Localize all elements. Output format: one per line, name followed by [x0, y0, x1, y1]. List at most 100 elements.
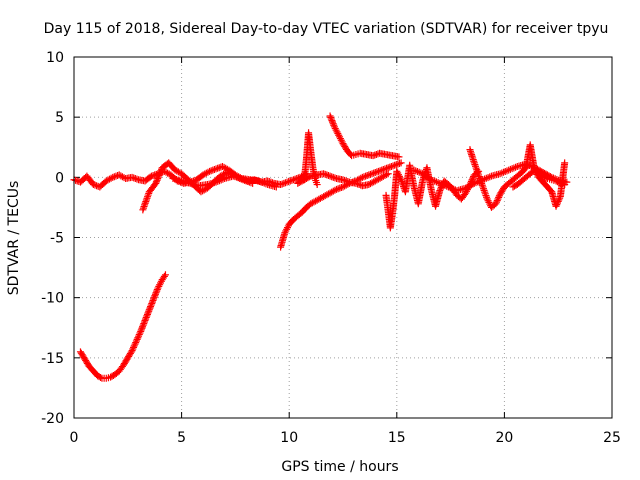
data-point-interp — [478, 180, 486, 188]
data-point — [141, 317, 149, 325]
data-point-interp — [321, 170, 329, 178]
data-point-interp — [484, 197, 492, 205]
data-point-interp — [134, 334, 142, 342]
data-point-interp — [153, 176, 161, 184]
y-tick-label: 0 — [55, 170, 64, 186]
data-point-interp — [468, 176, 476, 184]
data-point — [339, 176, 347, 184]
data-point-interp — [432, 178, 440, 186]
data-point-interp — [485, 198, 493, 206]
data-point — [384, 170, 392, 178]
y-tick-label: -15 — [41, 351, 64, 367]
data-point-interp — [107, 174, 115, 182]
data-point-interp — [379, 166, 387, 174]
data-point-interp — [215, 177, 223, 185]
data-point — [152, 179, 160, 187]
data-point-interp — [336, 133, 344, 141]
data-point-interp — [482, 174, 490, 182]
data-point-interp — [324, 172, 332, 180]
data-point-interp — [283, 224, 291, 232]
data-point-interp — [152, 178, 160, 186]
data-point-interp — [149, 172, 157, 180]
data-point-interp — [151, 171, 159, 179]
data-point-interp — [483, 193, 491, 201]
x-tick-label: 25 — [603, 430, 621, 446]
data-point-interp — [553, 199, 561, 207]
data-point-interp — [484, 174, 492, 182]
data-point-interp — [476, 176, 484, 184]
data-point-interp — [160, 272, 168, 280]
data-point-interp — [152, 289, 160, 297]
data-point — [320, 170, 328, 178]
data-point-interp — [260, 179, 268, 187]
data-point-interp — [512, 163, 520, 171]
y-tick-labels: -20 -15 -10 -5 0 5 10 — [41, 50, 64, 427]
data-point — [552, 202, 560, 210]
data-point-interp — [555, 179, 563, 187]
data-point-interp — [471, 161, 479, 169]
data-point-interp — [331, 174, 339, 182]
data-point-interp — [472, 179, 480, 187]
data-point — [161, 271, 169, 279]
data-point-interp — [214, 164, 222, 172]
y-axis-label: SDTVAR / TECUs — [6, 181, 22, 296]
data-point-interp — [285, 178, 293, 186]
data-point — [290, 176, 298, 184]
data-point-interp — [510, 164, 518, 172]
y-tick-label: -5 — [50, 231, 64, 247]
data-point-interp — [495, 193, 503, 201]
data-point — [371, 169, 379, 177]
data-point-interp — [207, 167, 215, 175]
data-point-interp — [97, 373, 105, 381]
data-point-interp — [214, 177, 222, 185]
data-point-interp — [156, 170, 164, 178]
data-point-interp — [278, 180, 286, 188]
data-point-interp — [148, 298, 156, 306]
data-point-interp — [500, 168, 508, 176]
data-point-interp — [72, 176, 80, 184]
data-point — [505, 166, 513, 174]
data-point — [365, 171, 373, 179]
data-point — [330, 123, 338, 131]
y-tick-label: 10 — [46, 50, 64, 66]
data-point-interp — [219, 175, 227, 183]
data-point-interp — [395, 159, 403, 167]
data-point-interp — [140, 318, 148, 326]
x-axis-label: GPS time / hours — [281, 459, 398, 475]
data-point — [283, 178, 291, 186]
data-point-interp — [376, 167, 384, 175]
data-point-interp — [342, 177, 350, 185]
data-point-interp — [477, 178, 485, 186]
data-point — [206, 167, 214, 175]
data-point-interp — [469, 180, 477, 188]
plot-frame — [73, 56, 613, 419]
data-point-interp — [480, 186, 488, 194]
data-point-interp — [395, 171, 403, 179]
data-point-interp — [429, 176, 437, 184]
data-point — [326, 112, 334, 120]
data-point-interp — [381, 165, 389, 173]
series-sat-h — [326, 112, 403, 161]
data-point-interp — [395, 172, 403, 180]
data-point-interp — [437, 185, 445, 193]
data-point-interp — [283, 225, 291, 233]
data-point-interp — [337, 184, 345, 192]
data-point-interp — [217, 176, 225, 184]
data-point-interp — [328, 117, 336, 125]
data-point-interp — [262, 180, 270, 188]
data-point-interp — [394, 169, 402, 177]
data-point-interp — [363, 172, 371, 180]
data-point-interp — [138, 324, 146, 332]
data-point — [333, 185, 341, 193]
data-point-interp — [132, 339, 140, 347]
data-point-interp — [131, 175, 139, 183]
data-point-interp — [148, 300, 156, 308]
data-point-interp — [431, 177, 439, 185]
data-point-interp — [327, 114, 335, 122]
data-point-interp — [129, 345, 137, 353]
data-point — [255, 177, 263, 185]
y-tick-label: -20 — [41, 411, 64, 427]
data-point-interp — [154, 175, 162, 183]
data-point-interp — [146, 304, 154, 312]
data-point-interp — [154, 173, 162, 181]
